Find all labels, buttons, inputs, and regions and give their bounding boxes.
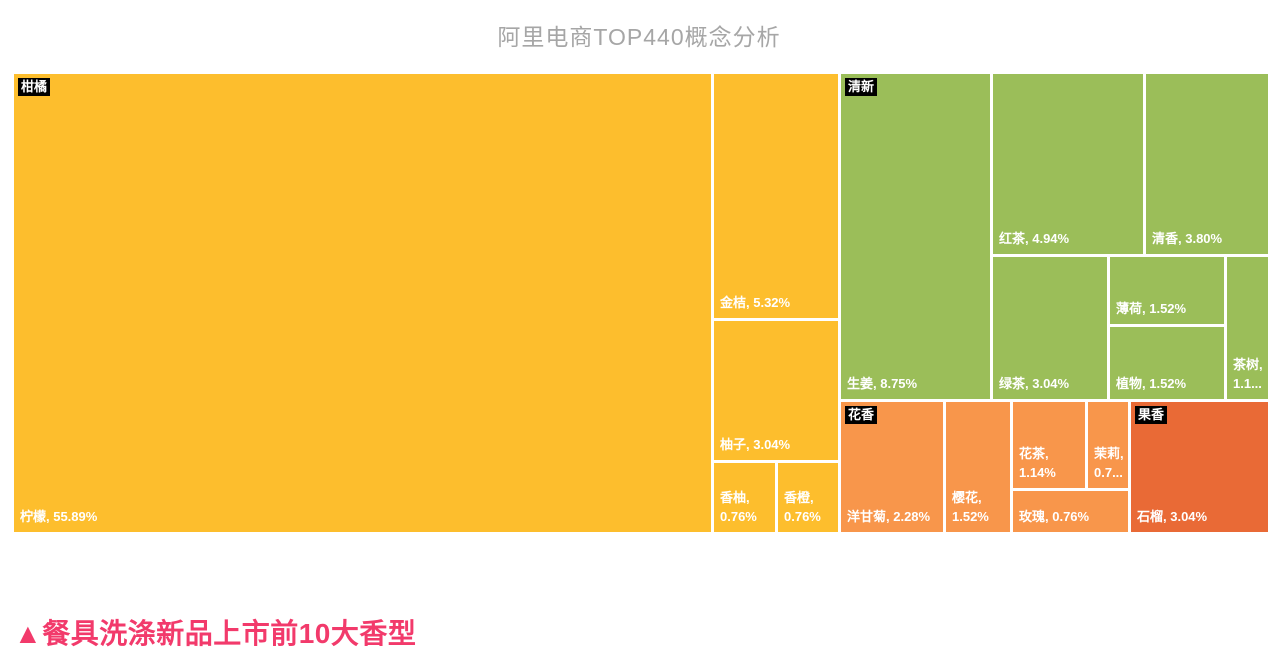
- cell-label-plant: 植物, 1.52%: [1116, 376, 1187, 392]
- treemap-cell-pomelo[interactable]: 柚子, 3.04%: [714, 321, 838, 460]
- treemap-cell-fragrant-pomelo[interactable]: 香柚, 0.76%: [714, 463, 775, 532]
- cell-label-ginger: 生姜, 8.75%: [847, 376, 918, 392]
- cell-label-pomegranate: 石榴, 3.04%: [1137, 509, 1208, 525]
- cell-label-lemon: 柠檬, 55.89%: [20, 509, 98, 525]
- treemap: 柑橘 柠檬, 55.89% 金桔, 5.32% 柚子, 3.04% 香柚, 0.…: [14, 74, 1268, 532]
- cell-label-rose: 玫瑰, 0.76%: [1019, 509, 1090, 525]
- cell-label-pomelo: 柚子, 3.04%: [720, 437, 791, 453]
- treemap-cell-ginger[interactable]: 清新 生姜, 8.75%: [841, 74, 990, 399]
- cell-label-orange: 香橙, 0.76%: [784, 490, 821, 525]
- treemap-cell-fresh-scent[interactable]: 清香, 3.80%: [1146, 74, 1268, 254]
- treemap-cell-kumquat[interactable]: 金桔, 5.32%: [714, 74, 838, 318]
- treemap-cell-cherry-blossom[interactable]: 樱花, 1.52%: [946, 402, 1010, 532]
- cell-label-flower-tea: 花茶, 1.14%: [1019, 446, 1056, 481]
- group-label-floral: 花香: [845, 406, 878, 425]
- cell-label-tea-tree: 茶树, 1.1...: [1233, 357, 1263, 392]
- treemap-cell-chamomile[interactable]: 花香 洋甘菊, 2.28%: [841, 402, 943, 532]
- treemap-cell-flower-tea[interactable]: 花茶, 1.14%: [1013, 402, 1085, 488]
- chart-title: 阿里电商TOP440概念分析: [497, 24, 781, 50]
- treemap-cell-green-tea[interactable]: 绿茶, 3.04%: [993, 257, 1107, 399]
- cell-label-cherry-blossom: 樱花, 1.52%: [952, 490, 989, 525]
- treemap-cell-orange[interactable]: 香橙, 0.76%: [778, 463, 838, 532]
- treemap-cell-mint[interactable]: 薄荷, 1.52%: [1110, 257, 1224, 324]
- group-label-fruity: 果香: [1135, 406, 1168, 425]
- treemap-cell-plant[interactable]: 植物, 1.52%: [1110, 327, 1224, 399]
- group-label-citrus: 柑橘: [18, 78, 51, 97]
- cell-label-chamomile: 洋甘菊, 2.28%: [847, 509, 931, 525]
- cell-label-fragrant-pomelo: 香柚, 0.76%: [720, 490, 757, 525]
- group-label-fresh: 清新: [845, 78, 878, 97]
- treemap-cell-black-tea[interactable]: 红茶, 4.94%: [993, 74, 1143, 254]
- treemap-cell-jasmine[interactable]: 茉莉, 0.7...: [1088, 402, 1128, 488]
- cell-label-jasmine: 茉莉, 0.7...: [1094, 446, 1124, 481]
- treemap-cell-tea-tree[interactable]: 茶树, 1.1...: [1227, 257, 1268, 399]
- cell-label-green-tea: 绿茶, 3.04%: [999, 376, 1070, 392]
- treemap-cell-lemon[interactable]: 柑橘 柠檬, 55.89%: [14, 74, 711, 532]
- cell-label-mint: 薄荷, 1.52%: [1116, 301, 1187, 317]
- cell-label-kumquat: 金桔, 5.32%: [720, 295, 791, 311]
- cell-label-black-tea: 红茶, 4.94%: [999, 231, 1070, 247]
- treemap-cell-pomegranate[interactable]: 果香 石榴, 3.04%: [1131, 402, 1268, 532]
- cell-label-fresh-scent: 清香, 3.80%: [1152, 231, 1223, 247]
- treemap-cell-rose[interactable]: 玫瑰, 0.76%: [1013, 491, 1128, 532]
- chart-caption: ▲餐具洗涤新品上市前10大香型: [14, 618, 417, 649]
